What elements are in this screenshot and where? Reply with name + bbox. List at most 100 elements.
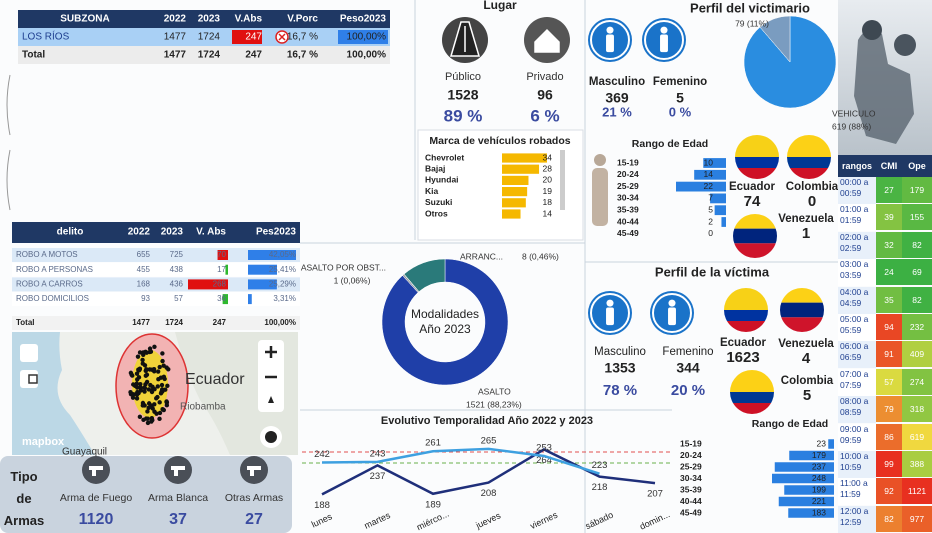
data-label: 199 [812, 484, 826, 494]
gender-label: Masculino [594, 346, 646, 358]
data-label: 10 [704, 157, 714, 167]
table-cell: 1477 [164, 50, 187, 61]
table-cell: 247 [213, 318, 227, 327]
map-point [141, 361, 145, 365]
map-button[interactable] [20, 344, 38, 362]
map-point [152, 367, 156, 371]
slice-label: ASALTO POR OBST... [301, 262, 386, 272]
table-cell: 100,00% [347, 32, 387, 43]
y-tick-label: 45-49 [617, 228, 639, 238]
scrollbar[interactable] [560, 150, 565, 210]
gender-value: 344 [676, 360, 700, 376]
dashboard: EcuadorRiobambaGuayaquilmapboxSUBZONA202… [0, 0, 932, 533]
gender-icon [606, 300, 613, 307]
map-point [160, 387, 164, 391]
table-cell: 24 [876, 259, 902, 285]
map-point [157, 400, 161, 404]
column-header: V. Abs [196, 227, 226, 238]
weapon-label: Otras Armas [225, 492, 283, 504]
column-header: delito [57, 227, 84, 238]
chart-title: Modalidades Año 2023 [405, 307, 485, 337]
table-cell: 06:00 a 06:59 [838, 341, 876, 368]
data-label: 189 [425, 499, 441, 510]
column-header: SUBZONA [60, 14, 109, 25]
table-cell: 619 [902, 424, 932, 450]
gender-value: 369 [605, 90, 629, 106]
y-tick-label: 40-44 [617, 216, 639, 226]
slice-value: 79 (11%) [735, 18, 769, 28]
flag-stripe [733, 229, 777, 244]
chart-title: Rango de Edad [752, 418, 828, 430]
table-cell: 725 [170, 250, 184, 259]
column-header: V.Abs [235, 14, 263, 25]
slice-value: 619 (88%) [832, 121, 871, 131]
y-tick-label: Bajaj [425, 163, 445, 173]
person-silhouette [592, 168, 608, 226]
table-cell: 1724 [165, 318, 183, 327]
table-cell: 438 [170, 265, 184, 274]
flag-icon [735, 135, 779, 179]
table-cell: 01:00 a 01:59 [838, 204, 876, 231]
data-label: 14 [704, 169, 714, 179]
flag-icon [724, 288, 768, 332]
slice-label: VEHICULO [832, 108, 876, 118]
table-cell: ROBO A CARROS [16, 280, 83, 289]
bar [784, 485, 834, 495]
chart-title: Rango de Edad [632, 138, 708, 150]
table-cell: 388 [902, 451, 932, 477]
chart-title: Marca de vehículos robados [429, 135, 570, 147]
y-tick-label: 35-39 [617, 204, 639, 214]
gender-value: 1353 [604, 360, 635, 376]
table-cell: 1477 [132, 318, 150, 327]
panel-title: Perfil del victimario [690, 0, 810, 15]
flag-stripe [787, 157, 831, 168]
data-label: 243 [370, 448, 386, 459]
dashboard-canvas: EcuadorRiobambaGuayaquilmapboxSUBZONA202… [0, 0, 932, 533]
table-cell: 16,7 % [287, 50, 318, 61]
y-tick-label: 45-49 [680, 507, 702, 517]
map-point [138, 415, 142, 419]
slice-label: ARRANC... [460, 251, 503, 261]
table-cell: 17 [217, 265, 226, 274]
gender-icon [668, 300, 675, 307]
column-header: 2022 [128, 227, 151, 238]
flag-stripe [730, 392, 774, 403]
flag-stripe [724, 310, 768, 321]
column-header: V.Porc [287, 14, 318, 25]
table-cell: 39 [876, 204, 902, 230]
table-cell: 07:00 a 07:59 [838, 369, 876, 396]
data-bar [248, 294, 252, 304]
panel-title: Perfil de la víctima [655, 264, 770, 279]
flag-stripe [780, 303, 824, 318]
data-label: 188 [314, 500, 330, 511]
table-cell: 00:00 a 00:59 [838, 177, 876, 204]
gender-icon [660, 27, 667, 34]
map-point [136, 391, 140, 395]
table-cell: 79 [876, 396, 902, 422]
data-label: 242 [314, 449, 330, 460]
table-cell: ROBO A MOTOS [16, 250, 78, 259]
y-tick-label: 40-44 [680, 496, 702, 506]
weapon-value: 27 [245, 511, 263, 528]
data-label: 2 [708, 216, 713, 226]
data-label: 221 [812, 496, 826, 506]
map-point [152, 387, 156, 391]
data-label: 19 [543, 186, 553, 196]
map-label: Guayaquil [62, 447, 107, 458]
y-tick-label: Chevrolet [425, 152, 464, 162]
data-label: 34 [543, 152, 553, 162]
table-cell: 455 [137, 265, 151, 274]
data-label: 248 [812, 473, 826, 483]
data-label: 23 [817, 438, 827, 448]
table-cell: 1477 [164, 32, 187, 43]
map-point [134, 381, 138, 385]
table-cell: 25,41% [269, 265, 296, 274]
map-point [144, 367, 148, 371]
column-header: 2022 [164, 14, 187, 25]
table-cell: 1121 [902, 478, 932, 504]
y-tick-label: 20-24 [680, 450, 702, 460]
gender-icon [606, 35, 614, 53]
data-label: 14 [543, 208, 553, 218]
flag-icon [733, 214, 777, 258]
gender-icon [606, 308, 614, 326]
